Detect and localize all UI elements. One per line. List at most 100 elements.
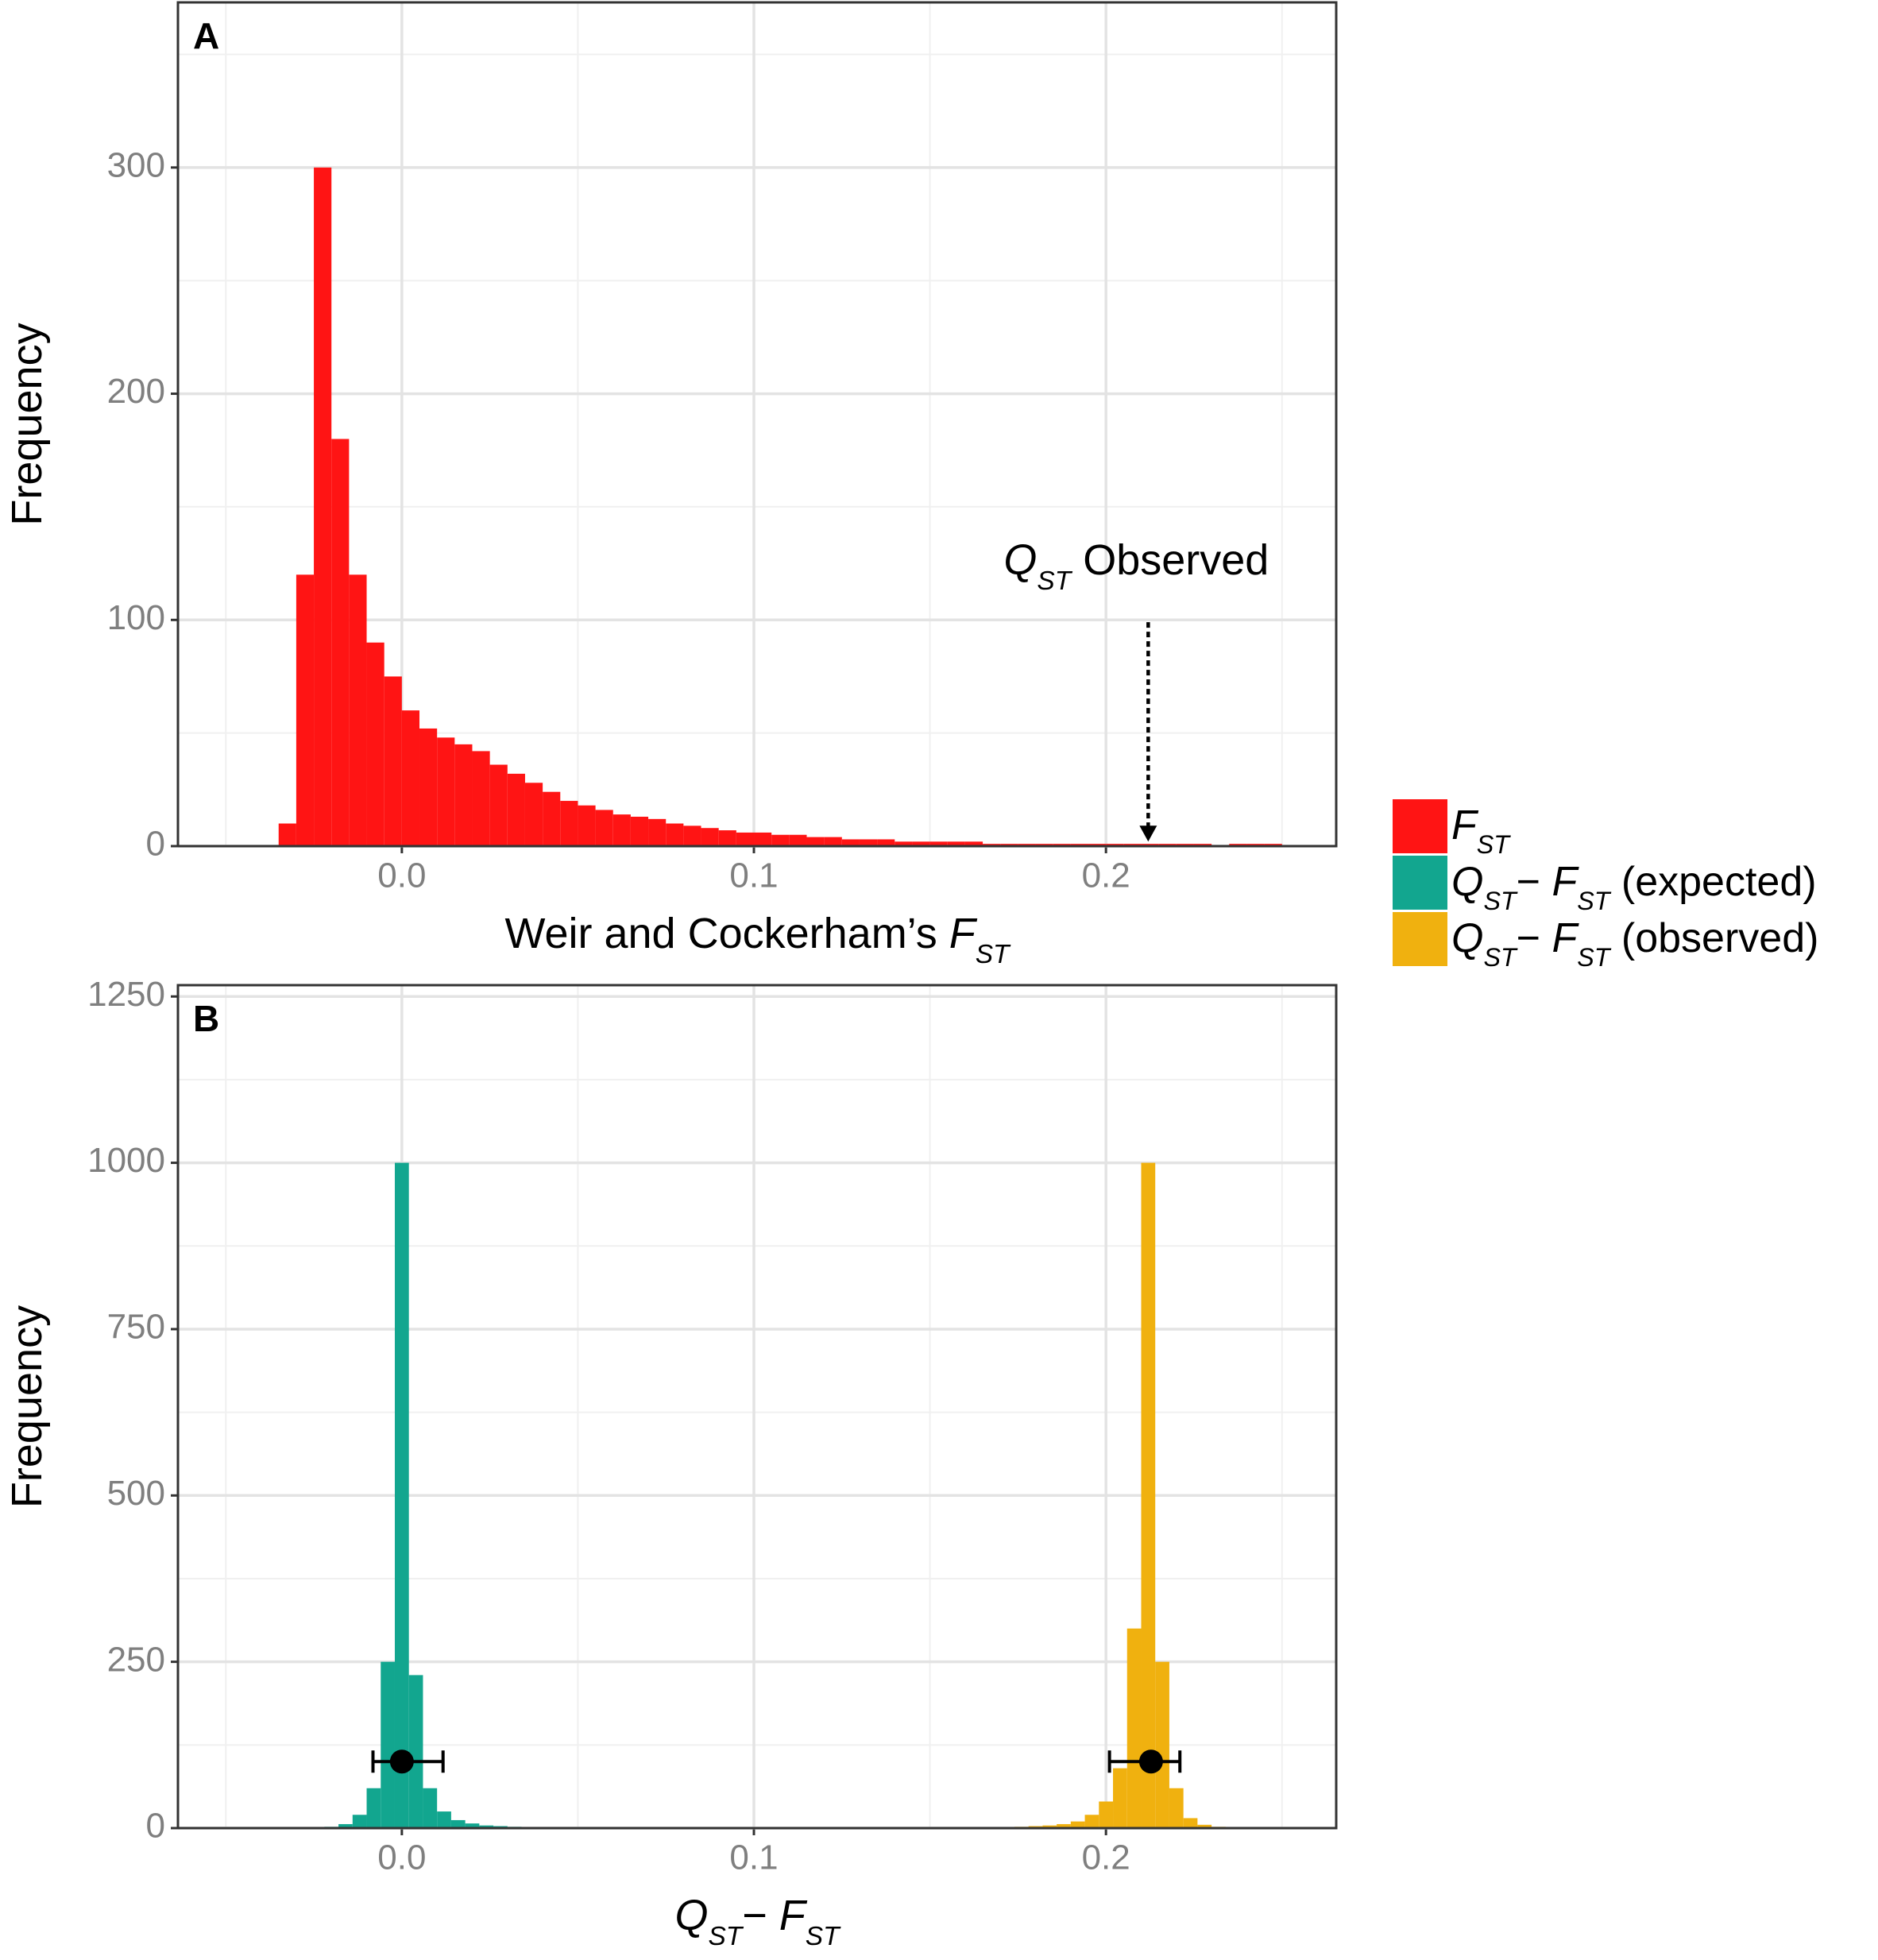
y-tick-label: 1250 xyxy=(87,975,165,1014)
text-part: ST xyxy=(1483,887,1518,915)
text-part: F xyxy=(779,1892,808,1939)
histogram-bar xyxy=(454,744,473,846)
histogram-bar xyxy=(877,839,895,846)
y-tick-label: 100 xyxy=(107,598,165,637)
panel-letter: A xyxy=(193,15,219,56)
x-tick-label: 0.1 xyxy=(729,856,778,895)
text-part: ST xyxy=(1483,943,1518,972)
x-tick-label: 0.0 xyxy=(377,856,426,895)
histogram-bar xyxy=(859,839,878,846)
histogram-bar xyxy=(437,1811,451,1828)
histogram-bar xyxy=(338,1823,353,1828)
y-axis-title: Frequency xyxy=(3,323,51,525)
histogram-bar xyxy=(408,1675,423,1828)
x-tick-label: 0.1 xyxy=(729,1838,778,1877)
text-part: Q xyxy=(1451,915,1483,961)
panel-letter: B xyxy=(193,998,219,1039)
histogram-bar xyxy=(366,642,384,846)
histogram-bar xyxy=(1070,1821,1085,1828)
mean-point xyxy=(389,1749,414,1774)
histogram-bar xyxy=(806,837,825,846)
legend-key xyxy=(1393,856,1447,910)
text-part: − xyxy=(742,1892,779,1939)
text-part: (observed) xyxy=(1609,915,1818,961)
histogram-bar xyxy=(578,805,596,846)
histogram-bar xyxy=(1042,1825,1057,1828)
text-part: ST xyxy=(976,940,1011,969)
histogram-bar xyxy=(595,810,613,846)
histogram-bar xyxy=(437,737,455,846)
text-part: F xyxy=(1551,915,1579,961)
histogram-bar xyxy=(296,574,315,846)
text-part: (expected) xyxy=(1609,859,1816,905)
histogram-bar xyxy=(771,834,790,846)
histogram-bar xyxy=(278,823,296,846)
histogram-bar xyxy=(630,816,649,846)
y-tick-label: 750 xyxy=(107,1308,165,1347)
y-tick-label: 250 xyxy=(107,1640,165,1679)
x-tick-label: 0.2 xyxy=(1082,1838,1130,1877)
x-axis-title: QST− FST xyxy=(674,1892,841,1951)
panel-border xyxy=(176,984,1338,1830)
histogram-bar xyxy=(666,823,684,846)
histogram-bar xyxy=(401,710,420,846)
histogram-bar xyxy=(465,1823,480,1828)
histogram-bar xyxy=(1183,1818,1198,1828)
x-tick-label: 0.2 xyxy=(1082,856,1130,895)
y-axis-title: Frequency xyxy=(3,1305,51,1508)
legend-key xyxy=(1393,912,1447,966)
histogram-bar xyxy=(648,818,667,846)
histogram-bar xyxy=(450,1819,466,1828)
arrow-head xyxy=(1139,825,1157,842)
histogram-bar xyxy=(366,1788,381,1828)
histogram-bar xyxy=(394,1162,409,1828)
text-part: Weir and Cockerham’s xyxy=(504,910,949,957)
text-part: ST xyxy=(1477,830,1512,859)
histogram-bar xyxy=(314,167,332,847)
text-part: ST xyxy=(708,1922,744,1951)
histogram-bar xyxy=(1141,1162,1156,1828)
histogram-bar xyxy=(929,841,948,846)
histogram-bar xyxy=(841,839,860,846)
histogram-bar xyxy=(789,834,807,846)
text-part: − xyxy=(1517,915,1552,961)
histogram-bar xyxy=(1126,1628,1142,1828)
histogram-bar xyxy=(895,841,913,846)
text-part: F xyxy=(1551,859,1579,905)
histogram-bar xyxy=(1113,1768,1127,1828)
y-tick-label: 200 xyxy=(107,372,165,411)
histogram-bar xyxy=(419,728,438,846)
histogram-bar xyxy=(507,773,525,846)
text-part: − xyxy=(1517,859,1552,905)
legend-key xyxy=(1393,799,1447,853)
mean-point xyxy=(1138,1749,1163,1774)
histogram-bar xyxy=(736,832,755,846)
y-tick-label: 0 xyxy=(146,825,165,864)
text-part: ST xyxy=(806,1922,841,1951)
histogram-bar xyxy=(331,439,350,846)
histogram-bar xyxy=(524,783,543,846)
text-part: ST xyxy=(1577,943,1612,972)
panel-border xyxy=(176,1,1338,848)
histogram-bar xyxy=(824,837,842,846)
text-part: Q xyxy=(674,1892,708,1939)
text-part: Q xyxy=(1003,536,1037,584)
text-part: ST xyxy=(1037,566,1072,596)
text-part: Observed xyxy=(1071,536,1269,584)
histogram-bar xyxy=(701,828,719,846)
histogram-bar xyxy=(612,814,631,846)
histogram-bar xyxy=(683,825,701,846)
histogram-bar xyxy=(479,1825,494,1828)
text-part: F xyxy=(949,910,978,957)
histogram-bar xyxy=(381,1661,395,1828)
y-tick-label: 1000 xyxy=(87,1141,165,1180)
histogram-bar xyxy=(718,830,736,846)
y-tick-label: 0 xyxy=(146,1807,165,1846)
legend-label: QST− FST (expected) xyxy=(1451,859,1817,915)
histogram-bar xyxy=(912,841,930,846)
